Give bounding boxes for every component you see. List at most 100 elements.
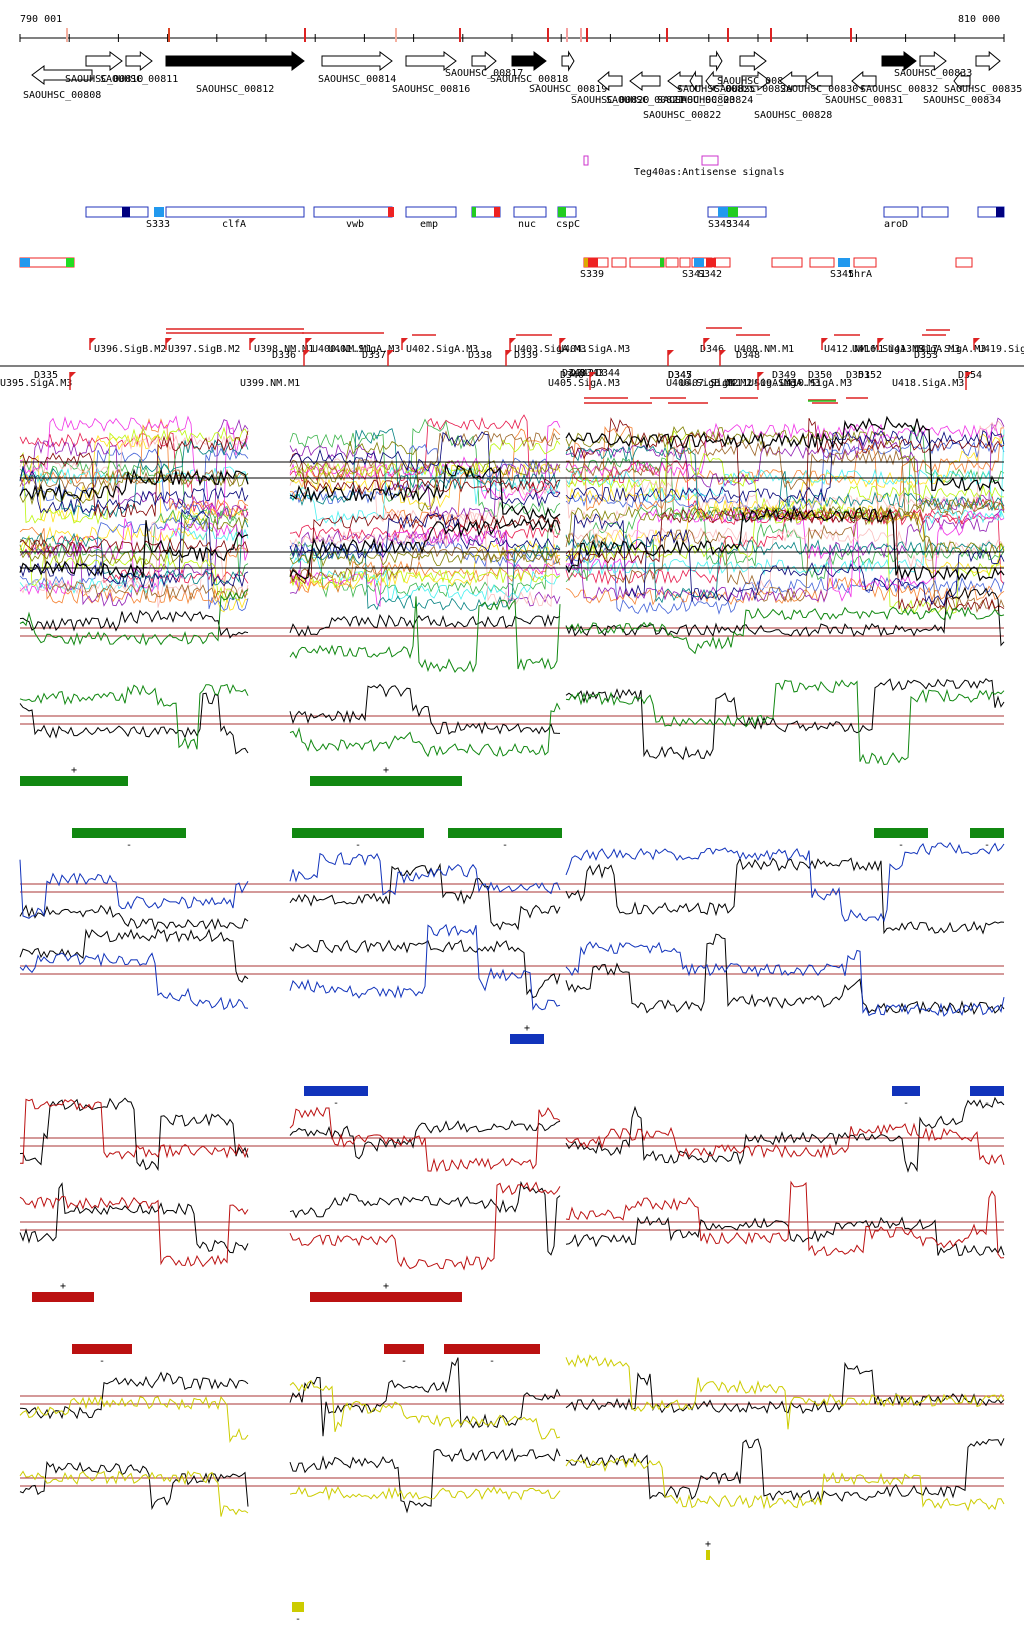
regulation-label: vwb (346, 219, 364, 230)
ruler-signal-mark (304, 28, 306, 42)
segment-strand-label: + (383, 1281, 389, 1292)
coordinate-ruler: 790 001 810 000 (19, 14, 1005, 42)
expression-profile-line (565, 547, 1005, 615)
segment-bar (292, 828, 424, 838)
ruler-signal-mark (459, 28, 461, 42)
unit-label: U410.SigA.M3 (780, 378, 852, 389)
expression-profile-track: + + - - - - - + - - - + + - - - + - (19, 414, 1005, 1625)
expression-profile-line (19, 952, 249, 1011)
regulation-box (513, 206, 547, 218)
expression-profile-line (565, 415, 1005, 492)
expression-profile-line (19, 518, 249, 586)
regulation-label: aroD (884, 219, 908, 230)
expression-profile-line (565, 527, 1005, 594)
unit-label: U413.SigA.M3 (888, 344, 960, 355)
regulation-feature (558, 207, 566, 217)
expression-profile-line (289, 430, 561, 475)
unit-label: U398.NM.M1 (254, 344, 314, 355)
expression-profile-line (19, 520, 249, 579)
segment-bar (444, 1344, 540, 1354)
unit-label: D342 (570, 368, 594, 379)
expression-profile-line (289, 443, 561, 505)
gene-arrow (953, 70, 971, 92)
regulation-box (611, 257, 627, 268)
regulation-box (679, 257, 691, 268)
expression-profile-line (19, 439, 249, 518)
ruler-signal-mark (547, 28, 549, 42)
expression-profile-line (565, 505, 1005, 582)
expression-profile-line (19, 589, 249, 647)
expression-profile-line (19, 468, 249, 502)
unit-label: U400.NM.M1 (312, 344, 372, 355)
segment-strand-label: - (903, 1098, 909, 1109)
regulation-feature (154, 207, 164, 217)
expression-profile-line (19, 526, 249, 605)
unit-arrow-head (402, 338, 408, 344)
expression-profile-line (19, 516, 249, 566)
segment-bar (874, 828, 928, 838)
segment-strand-label: + (71, 765, 77, 776)
expression-profile-line (565, 678, 1005, 761)
unit-label: U406.SigB.M2 (666, 378, 738, 389)
segment-bar (384, 1344, 424, 1354)
gene-label: SAOUHSC_00819 (529, 84, 607, 95)
expression-profile-line (565, 1096, 1005, 1173)
regulation-feature (838, 258, 850, 267)
unit-label: U399.NM.M1 (240, 378, 300, 389)
ruler-signal-mark (666, 28, 668, 42)
segment-strand-label: - (898, 840, 904, 851)
expression-profile-line (565, 505, 1005, 558)
gene-label: SAOUHSC_00817 (445, 68, 523, 79)
unit-label: U401.SigA.M3 (328, 344, 400, 355)
unit-arrow-head (668, 350, 674, 356)
segment-bar (510, 1034, 544, 1044)
regulation-feature (728, 207, 738, 217)
regulation-box (665, 257, 679, 268)
unit-label: D350 (808, 370, 832, 381)
gene-label: SAOUHSC_00811 (100, 74, 178, 85)
regulation-box (921, 206, 949, 218)
expression-profile-line (19, 1182, 249, 1254)
expression-profile-line (565, 1122, 1005, 1166)
segment-strand-label: + (705, 1539, 711, 1550)
segment-strand-label: + (524, 1023, 530, 1034)
expression-profile-line (19, 516, 249, 612)
unit-arrow-head (966, 372, 972, 378)
gene-label: SAOUHSC_00831 (825, 95, 903, 106)
unit-label: U418.SigA.M3 (892, 378, 964, 389)
gene-arrow (705, 70, 723, 92)
expression-profile-line (565, 941, 1005, 1017)
unit-arrow-head (388, 350, 394, 356)
expression-profile-line (289, 1181, 561, 1271)
gene-label: SAOUHSC_00808 (23, 90, 101, 101)
expression-profile-line (19, 468, 249, 493)
expression-profile-line (289, 461, 561, 509)
gene-arrow (779, 70, 807, 92)
unit-label: U397.SigB.M2 (168, 344, 240, 355)
gene-arrow (511, 51, 547, 71)
expression-profile-line (289, 523, 561, 541)
expression-profile-line (565, 503, 1005, 575)
regulation-feature (122, 207, 130, 217)
expression-profile-line (19, 692, 249, 755)
expression-profile-line (565, 1438, 1005, 1504)
segment-bar (892, 1086, 920, 1096)
segment-bar (448, 828, 562, 838)
gene-arrow (881, 51, 917, 71)
regulation-label: thrA (848, 269, 872, 280)
expression-profile-line (289, 440, 561, 512)
expression-profile-line (565, 445, 1005, 522)
gene-label: SAOUHSC_00835 (944, 84, 1022, 95)
regulation-label: nuc (518, 219, 536, 230)
unit-label: D348 (736, 350, 760, 361)
unit-label: U417.SigA.M3 (914, 344, 986, 355)
antisense-track: Teg40as:Antisense signals (583, 155, 785, 178)
ruler-end-label: 810 000 (958, 14, 1000, 25)
expression-profile-line (19, 1195, 249, 1268)
ruler-signal-mark (66, 28, 68, 42)
segment-bar (310, 1292, 462, 1302)
gene-arrow (85, 51, 123, 71)
expression-profile-line (289, 464, 561, 522)
regulation-feature (996, 207, 1004, 217)
ruler-signal-mark (586, 28, 588, 42)
